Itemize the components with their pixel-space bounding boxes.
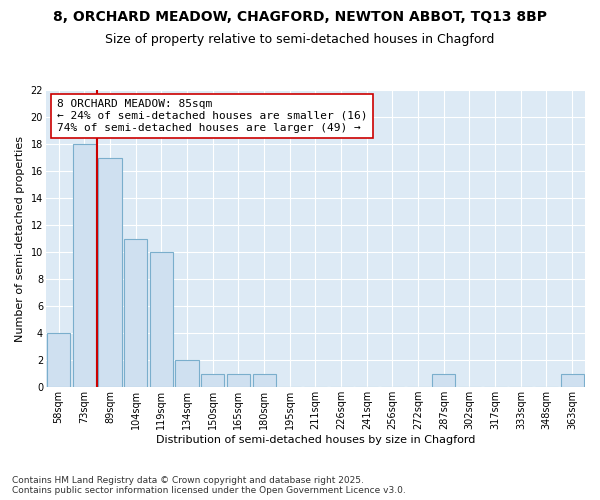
Bar bbox=[98, 158, 122, 387]
Bar bbox=[47, 333, 70, 387]
Bar bbox=[432, 374, 455, 387]
Bar bbox=[253, 374, 275, 387]
Bar bbox=[227, 374, 250, 387]
Bar bbox=[201, 374, 224, 387]
Text: Contains HM Land Registry data © Crown copyright and database right 2025.
Contai: Contains HM Land Registry data © Crown c… bbox=[12, 476, 406, 495]
Y-axis label: Number of semi-detached properties: Number of semi-detached properties bbox=[15, 136, 25, 342]
Bar bbox=[150, 252, 173, 387]
Text: Size of property relative to semi-detached houses in Chagford: Size of property relative to semi-detach… bbox=[106, 32, 494, 46]
Bar bbox=[560, 374, 584, 387]
Text: 8, ORCHARD MEADOW, CHAGFORD, NEWTON ABBOT, TQ13 8BP: 8, ORCHARD MEADOW, CHAGFORD, NEWTON ABBO… bbox=[53, 10, 547, 24]
Bar bbox=[73, 144, 96, 387]
X-axis label: Distribution of semi-detached houses by size in Chagford: Distribution of semi-detached houses by … bbox=[156, 435, 475, 445]
Bar bbox=[175, 360, 199, 387]
Text: 8 ORCHARD MEADOW: 85sqm
← 24% of semi-detached houses are smaller (16)
74% of se: 8 ORCHARD MEADOW: 85sqm ← 24% of semi-de… bbox=[56, 100, 367, 132]
Bar bbox=[124, 239, 147, 387]
